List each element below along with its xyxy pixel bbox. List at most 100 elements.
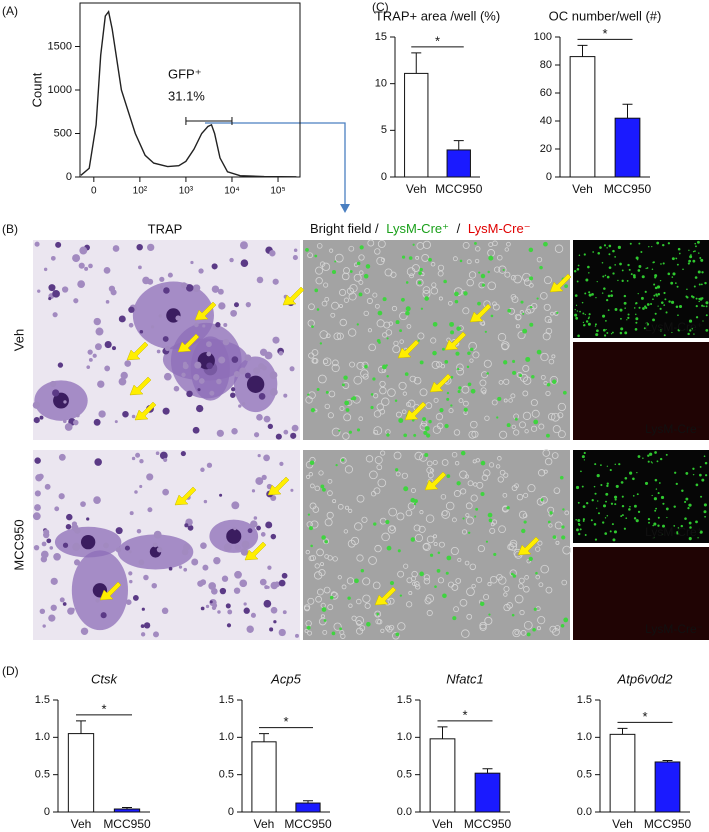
gfp-dot: [647, 454, 650, 457]
cell: [358, 416, 363, 421]
gfp-cell: [450, 404, 453, 407]
gfp-dot: [670, 281, 674, 285]
gfp-dot: [614, 498, 617, 501]
cell: [206, 462, 213, 468]
gfp-dot: [695, 520, 698, 524]
gfp-dot: [698, 283, 701, 286]
gfp-dot: [652, 318, 655, 322]
cell: [525, 308, 531, 315]
cell: [73, 298, 79, 304]
y-tick-label: 20: [540, 143, 552, 155]
pointer-arrow: [194, 301, 217, 321]
gfp-dot: [659, 329, 662, 332]
cell: [557, 412, 564, 419]
gfp-dot: [587, 265, 590, 269]
cell: [218, 302, 226, 310]
cell: [358, 254, 365, 261]
cell: [223, 323, 228, 328]
cell: [552, 425, 561, 434]
cell: [211, 285, 220, 293]
cell: [407, 502, 416, 510]
cell: [62, 419, 67, 424]
cell: [307, 252, 313, 259]
cell: [115, 527, 123, 535]
cell: [200, 467, 205, 472]
cell: [460, 488, 467, 495]
cell: [261, 474, 267, 480]
cell: [269, 250, 276, 257]
cell: [538, 582, 544, 588]
gfp-cell: [349, 270, 353, 273]
cell: [356, 361, 365, 370]
cell: [180, 282, 188, 289]
gfp-cell: [365, 264, 371, 269]
cell: [479, 621, 487, 630]
gfp-cell: [321, 535, 326, 540]
error-bar: [411, 52, 422, 74]
cell: [522, 364, 530, 373]
cell: [504, 271, 511, 278]
cell: [519, 310, 524, 315]
cell: [520, 373, 529, 382]
gfp-cell: [339, 627, 342, 631]
gfp-dot: [614, 463, 617, 466]
cell: [455, 578, 462, 584]
cell: [158, 314, 162, 318]
cell: [403, 563, 409, 569]
cell: [429, 468, 435, 473]
gfp-cell: [552, 379, 557, 384]
cell: [475, 458, 480, 463]
gfp-dot: [623, 294, 627, 298]
gfp-dot: [705, 305, 708, 308]
fluor-label: LysM-Cre⁻: [645, 422, 703, 436]
cell: [48, 614, 56, 622]
cell: [118, 315, 126, 323]
gfp-cell: [412, 243, 415, 246]
cell: [557, 430, 566, 439]
cell: [553, 487, 561, 494]
cell: [395, 471, 401, 477]
gfp-cell: [356, 323, 359, 326]
cell: [437, 577, 445, 584]
cell: [259, 578, 267, 586]
cell: [451, 584, 459, 591]
cell: [263, 454, 270, 462]
cell: [77, 280, 86, 289]
gfp-cell: [528, 247, 534, 253]
gfp-cell: [490, 314, 494, 318]
cell: [324, 296, 330, 302]
cell: [506, 241, 511, 247]
cell: [147, 243, 155, 252]
cell: [430, 287, 439, 295]
cell: [258, 393, 266, 400]
cell: [39, 415, 44, 420]
cell: [304, 605, 310, 612]
cell: [329, 248, 334, 253]
gfp-cell: [552, 535, 557, 540]
gfp-dot: [656, 285, 661, 289]
cell: [234, 544, 241, 551]
cell: [470, 494, 478, 502]
cell: [216, 429, 224, 437]
gfp-dot: [693, 285, 696, 288]
bar: [251, 741, 277, 813]
cell: [71, 524, 79, 532]
cell: [453, 606, 459, 613]
cell: [341, 584, 347, 590]
gfp-dot: [620, 327, 624, 331]
gfp-cell: [526, 632, 531, 637]
cell: [94, 343, 102, 351]
pointer-arrow: [469, 303, 492, 323]
cell: [523, 620, 533, 630]
gfp-dot: [593, 485, 596, 488]
image-bg: [573, 547, 709, 640]
gfp-cell: [419, 571, 424, 577]
gfp-dot: [685, 472, 689, 475]
cell: [373, 393, 379, 399]
gfp-dot: [666, 516, 668, 519]
gfp-dot: [694, 250, 696, 252]
gfp-cell: [344, 400, 350, 406]
gfp-dot: [638, 242, 641, 245]
cell: [435, 413, 444, 421]
gfp-dot: [576, 310, 579, 312]
